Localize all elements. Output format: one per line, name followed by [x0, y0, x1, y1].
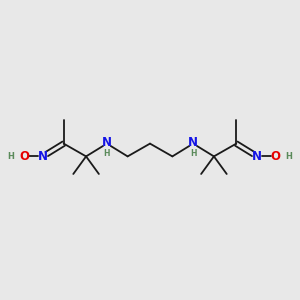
- Text: N: N: [102, 136, 112, 148]
- Text: O: O: [20, 150, 29, 163]
- Text: H: H: [286, 152, 292, 161]
- Text: H: H: [8, 152, 14, 161]
- Text: N: N: [38, 150, 48, 163]
- Text: N: N: [252, 150, 262, 163]
- Text: H: H: [190, 149, 196, 158]
- Text: O: O: [271, 150, 281, 163]
- Text: H: H: [103, 149, 110, 158]
- Text: N: N: [188, 136, 198, 148]
